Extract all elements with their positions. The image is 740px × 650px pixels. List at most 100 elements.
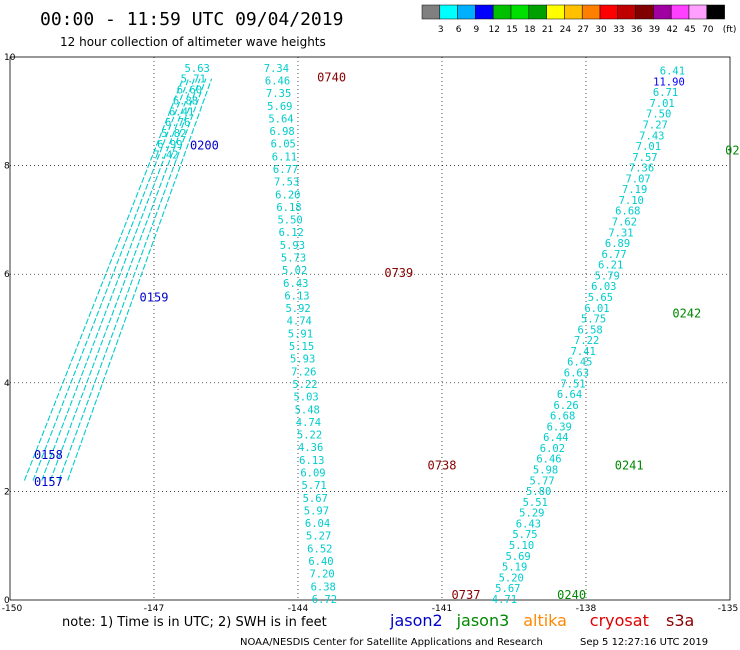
swh-value: 6.05 <box>271 139 296 151</box>
y-tick-label: 10 <box>4 53 16 63</box>
legend-label: 18 <box>524 25 536 35</box>
axis-ticks: -150 -147 -144 -141 -138 -135 0 2 4 6 8 10 <box>2 53 738 614</box>
swh-value: 5.02 <box>282 265 307 277</box>
swh-value: 5.22 <box>297 430 322 442</box>
swh-value: 5.77 <box>529 475 554 487</box>
swh-value: 6.44 <box>543 432 568 444</box>
chart-title: 00:00 - 11:59 UTC 09/04/2019 <box>40 9 343 30</box>
swh-value: 7.57 <box>632 152 657 164</box>
track-time-label: 0242 <box>672 307 701 321</box>
legend-swatch <box>546 4 565 20</box>
swh-value: 6.13 <box>299 455 324 467</box>
swh-value: 6.21 <box>598 260 623 272</box>
track-time-label: 0740 <box>317 70 346 84</box>
plot-grid <box>9 56 731 601</box>
footer-credit: NOAA/NESDIS Center for Satellite Applica… <box>240 637 543 648</box>
swh-value: 6.77 <box>601 249 626 261</box>
swh-value: 6.41 <box>660 66 685 78</box>
swh-value: 5.48 <box>295 404 320 416</box>
swh-value: 5.69 <box>267 101 292 113</box>
swh-value: 5.91 <box>288 328 313 340</box>
swh-value: 5.73 <box>281 253 306 265</box>
swh-value: 7.35 <box>266 88 291 100</box>
track-time-label: 0241 <box>615 459 644 473</box>
swath-streak <box>41 78 195 481</box>
swh-value: 6.43 <box>516 518 541 530</box>
swh-value: 5.03 <box>293 392 318 404</box>
swh-value: 7.20 <box>309 569 334 581</box>
legend-unit: (ft) <box>723 25 737 35</box>
swh-value: 6.01 <box>584 303 609 315</box>
swh-value: 5.79 <box>595 270 620 282</box>
y-tick-label: 6 <box>4 270 10 280</box>
swh-value: 7.31 <box>608 227 633 239</box>
legend-swatch <box>599 4 619 20</box>
swh-value: 6.02 <box>540 443 565 455</box>
track-time-label: 0243 <box>725 144 740 158</box>
swh-value: 5.29 <box>519 508 544 520</box>
swh-value: 5.22 <box>292 379 317 391</box>
swh-value: 7.01 <box>649 98 674 110</box>
y-tick-label: 4 <box>4 379 10 389</box>
swh-value: 5.64 <box>268 113 293 125</box>
footer-note: note: 1) Time is in UTC; 2) SWH is in fe… <box>62 615 327 630</box>
legend-swatch <box>510 4 530 20</box>
swh-value: 5.67 <box>303 493 328 505</box>
legend-swatch <box>706 4 725 20</box>
swh-value: 5.19 <box>502 562 527 574</box>
swh-value: 5.67 <box>495 583 520 595</box>
track-time-label: 0158 <box>34 448 63 462</box>
swh-value: 6.52 <box>307 543 332 555</box>
legend-label: 6 <box>456 25 462 35</box>
swh-value: 5.80 <box>526 486 551 498</box>
x-tick-label: -141 <box>432 604 452 614</box>
swh-value: 6.58 <box>577 324 602 336</box>
y-tick-label: 0 <box>4 596 10 606</box>
legend-swatch <box>457 4 476 20</box>
swh-value: 4.36 <box>298 442 323 454</box>
swh-value: 7.43 <box>639 130 664 142</box>
legend-label: 3 <box>438 25 444 35</box>
legend-label: 39 <box>649 25 661 35</box>
swh-value: 6.76 <box>165 117 190 129</box>
swath-streak <box>58 78 207 481</box>
swh-value: 7.62 <box>612 217 637 229</box>
swh-value: 6.46 <box>265 76 290 88</box>
satellite-jason2: jason2 <box>389 611 443 630</box>
swh-value: 5.50 <box>277 215 302 227</box>
swh-value: 6.03 <box>591 281 616 293</box>
satellite-s3a: s3a <box>666 611 694 630</box>
swath-streak <box>49 78 201 481</box>
legend-swatch <box>528 4 547 20</box>
legend-label: 70 <box>702 25 714 35</box>
legend-label: 45 <box>684 25 695 35</box>
swh-value: 4.71 <box>492 594 517 606</box>
y-tick-label: 2 <box>4 487 10 497</box>
x-tick-label: -147 <box>144 604 164 614</box>
legend-label: 36 <box>631 25 643 35</box>
x-tick-label: -135 <box>718 604 738 614</box>
legend-label: 24 <box>560 25 572 35</box>
legend-swatch <box>492 4 512 20</box>
swh-value: 5.20 <box>499 572 524 584</box>
swh-value: 5.69 <box>505 551 530 563</box>
swh-value: 7.36 <box>629 163 654 175</box>
swh-value: 6.26 <box>553 400 578 412</box>
swh-value: 5.71 <box>301 480 326 492</box>
swh-value: 4.74 <box>296 417 321 429</box>
swh-value: 6.77 <box>273 164 298 176</box>
swh-value: 6.20 <box>275 189 300 201</box>
swh-value: 5.15 <box>289 341 314 353</box>
swh-value: 6.45 <box>567 357 592 369</box>
satellite-jason3: jason3 <box>456 611 510 630</box>
swh-value: 6.89 <box>605 238 630 250</box>
swh-value: 6.13 <box>284 290 309 302</box>
track-labels: 0740 0739 0738 0737 0200 0159 0158 0157 0243 0242… <box>34 70 740 601</box>
swh-value: 5.93 <box>290 354 315 366</box>
swh-value: 6.72 <box>312 594 337 606</box>
legend-label: 30 <box>595 25 607 35</box>
swh-value: 5.51 <box>523 497 548 509</box>
legend-label: 15 <box>506 25 517 35</box>
plot-frame <box>9 56 731 601</box>
swh-value: 6.12 <box>279 227 304 239</box>
